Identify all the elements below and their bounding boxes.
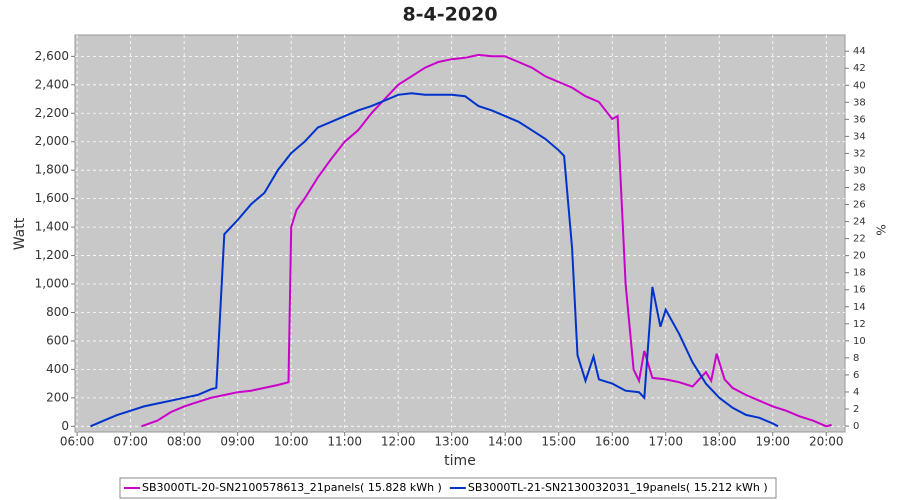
y-tick-label: 400: [46, 362, 69, 376]
y2-tick-label: 32: [853, 148, 866, 159]
y2-tick-label: 18: [853, 268, 866, 279]
y2-tick-label: 30: [853, 165, 866, 176]
y2-tick-label: 10: [853, 336, 866, 347]
x-tick-label: 12:00: [381, 435, 416, 449]
y2-tick-label: 40: [853, 80, 866, 91]
x-tick-label: 19:00: [755, 435, 790, 449]
y2-axis-label: %: [874, 224, 888, 235]
y2-tick-label: 12: [853, 319, 866, 330]
legend: [119, 477, 777, 499]
series-line: [90, 92, 779, 428]
y2-tick-label: 4: [853, 387, 859, 398]
y-tick-label: 1,200: [35, 248, 69, 262]
y2-tick-label: 42: [853, 63, 866, 74]
y-tick-label: 1,000: [35, 277, 69, 291]
plot-area: [74, 34, 846, 433]
y-tick-label: 1,800: [35, 163, 69, 177]
x-tick-label: 14:00: [488, 435, 523, 449]
y-tick-label: 2,600: [35, 49, 69, 63]
y2-tick-label: 38: [853, 97, 866, 108]
x-tick-label: 17:00: [648, 435, 683, 449]
y2-tick-label: 0: [853, 421, 859, 432]
y-tick-label: 800: [46, 305, 69, 319]
x-tick-label: 15:00: [541, 435, 576, 449]
y2-tick-label: 2: [853, 404, 859, 415]
y-tick-label: 2,000: [35, 134, 69, 148]
legend-label: SB3000TL-21-SN2130032031_19panels( 15.21…: [468, 481, 768, 494]
legend-label: SB3000TL-20-SN2100578613_21panels( 15.82…: [142, 481, 442, 494]
x-axis-label: time: [444, 453, 476, 469]
x-tick-label: 10:00: [274, 435, 309, 449]
x-tick-label: 07:00: [113, 435, 148, 449]
series-line: [141, 53, 832, 428]
y-tick-label: 0: [61, 419, 69, 433]
y2-tick-label: 36: [853, 114, 866, 125]
y2-tick-label: 20: [853, 251, 866, 262]
x-tick-label: 09:00: [220, 435, 255, 449]
y-tick-label: 2,200: [35, 106, 69, 120]
y2-tick-label: 22: [853, 234, 866, 245]
chart-title: 8-4-2020: [402, 4, 497, 26]
x-tick-label: 11:00: [327, 435, 362, 449]
y2-tick-label: 26: [853, 200, 866, 211]
y2-tick-label: 44: [853, 46, 866, 57]
y2-tick-label: 14: [853, 302, 866, 313]
x-tick-label: 06:00: [60, 435, 95, 449]
y2-tick-label: 34: [853, 131, 866, 142]
y-tick-label: 2,400: [35, 77, 69, 91]
y2-tick-label: 6: [853, 370, 859, 381]
x-tick-label: 13:00: [434, 435, 469, 449]
y-tick-label: 1,400: [35, 220, 69, 234]
y2-tick-label: 24: [853, 217, 866, 228]
x-tick-label: 08:00: [167, 435, 202, 449]
x-tick-label: 18:00: [702, 435, 737, 449]
x-tick-label: 16:00: [595, 435, 630, 449]
y-tick-label: 200: [46, 390, 69, 404]
y-tick-label: 600: [46, 333, 69, 347]
y-axis-label: Watt: [12, 217, 28, 250]
y2-tick-label: 28: [853, 182, 866, 193]
y2-tick-label: 8: [853, 353, 859, 364]
y2-tick-label: 16: [853, 285, 866, 296]
x-tick-label: 20:00: [809, 435, 844, 449]
y-tick-label: 1,600: [35, 191, 69, 205]
